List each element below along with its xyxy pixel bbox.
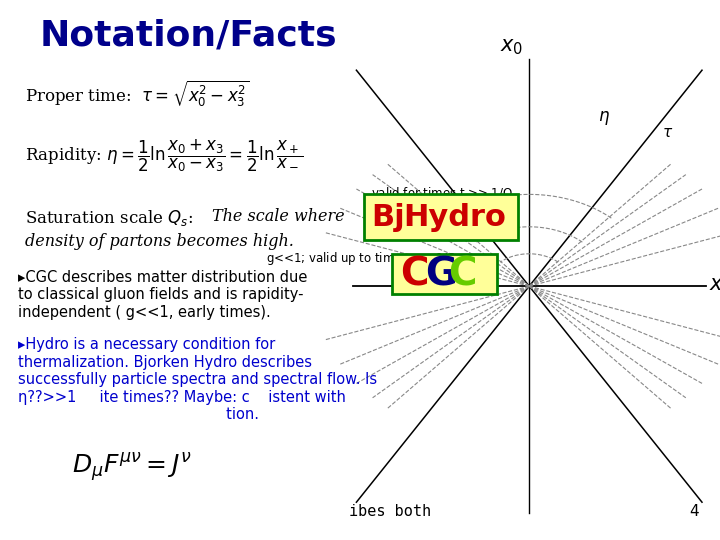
FancyBboxPatch shape	[364, 194, 518, 240]
Text: The scale where: The scale where	[212, 208, 345, 225]
Text: ▸CGC describes matter distribution due
to classical gluon fields and is rapidity: ▸CGC describes matter distribution due t…	[18, 270, 307, 320]
Text: G: G	[425, 255, 456, 293]
Text: Saturation scale $Q_s$:: Saturation scale $Q_s$:	[25, 208, 200, 228]
Text: Hydro: Hydro	[403, 203, 506, 232]
Text: $x_0$: $x_0$	[500, 37, 523, 57]
Text: C: C	[448, 255, 477, 293]
Text: Notation/Facts: Notation/Facts	[40, 19, 337, 53]
Text: ibes both: ibes both	[349, 504, 431, 519]
Text: Rapidity: $\eta = \dfrac{1}{2}\ln\dfrac{x_0+x_3}{x_0-x_3} = \dfrac{1}{2}\ln\dfra: Rapidity: $\eta = \dfrac{1}{2}\ln\dfrac{…	[25, 138, 304, 174]
Text: valid for times t >> 1/Q$_s$: valid for times t >> 1/Q$_s$	[371, 186, 518, 202]
Text: $\eta$: $\eta$	[598, 109, 610, 127]
Text: C: C	[400, 255, 429, 293]
Text: Proper time:  $\tau = \sqrt{x_0^2 - x_3^2}$: Proper time: $\tau = \sqrt{x_0^2 - x_3^2…	[25, 78, 250, 109]
Text: density of partons becomes high.: density of partons becomes high.	[25, 233, 294, 250]
Text: 4: 4	[689, 504, 698, 519]
FancyBboxPatch shape	[392, 254, 497, 294]
Text: g<<1; valid up to times $\tau$ ~ 1/Q$_S$: g<<1; valid up to times $\tau$ ~ 1/Q$_S$	[266, 250, 464, 267]
Text: ▸Hydro is a necessary condition for
thermalization. Bjorken Hydro describes
succ: ▸Hydro is a necessary condition for ther…	[18, 338, 377, 422]
Text: $\tau$: $\tau$	[662, 125, 674, 140]
Text: $D_\mu F^{\mu\nu} = J^\nu$: $D_\mu F^{\mu\nu} = J^\nu$	[72, 451, 192, 484]
Text: $x_3$: $x_3$	[709, 276, 720, 296]
Text: Bj: Bj	[371, 203, 405, 232]
